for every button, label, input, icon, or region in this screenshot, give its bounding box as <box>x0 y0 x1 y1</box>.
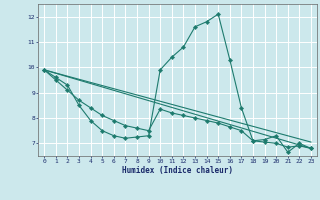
X-axis label: Humidex (Indice chaleur): Humidex (Indice chaleur) <box>122 166 233 175</box>
